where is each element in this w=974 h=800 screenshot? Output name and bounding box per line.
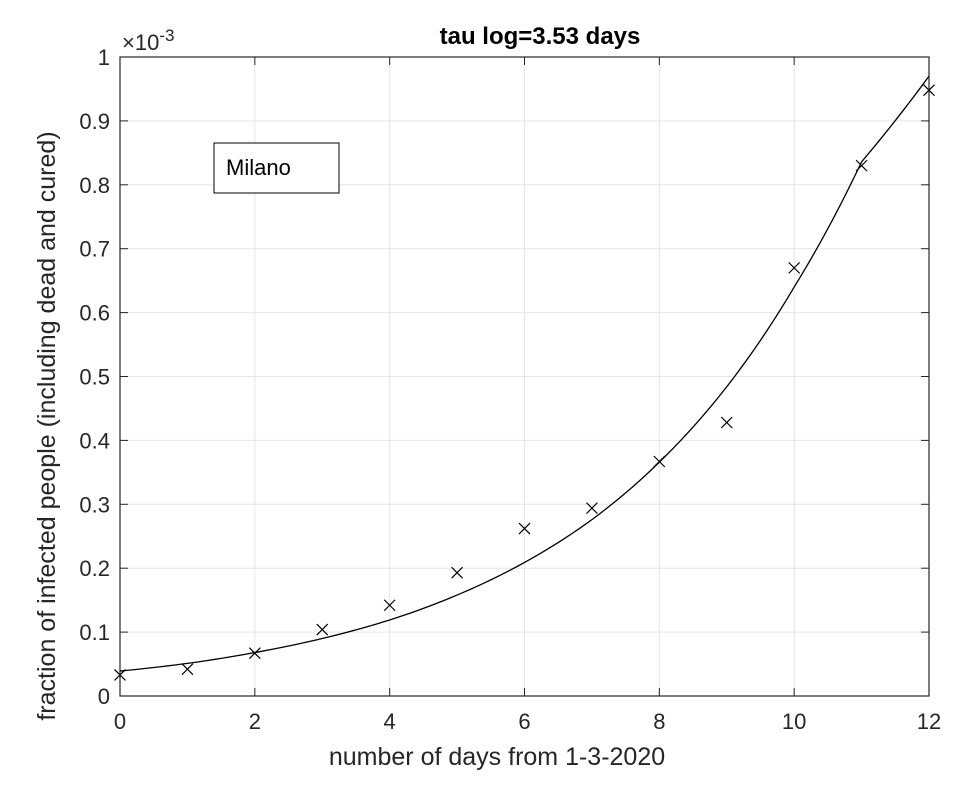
y-tick-label: 0.5 (79, 365, 110, 390)
y-tick-label: 0.1 (79, 620, 110, 645)
x-tick-label: 0 (114, 709, 126, 734)
y-axis-label: fraction of infected people (including d… (33, 131, 61, 720)
x-tick-label: 12 (917, 709, 941, 734)
legend-box (213, 142, 340, 194)
y-tick-label: 1 (98, 45, 110, 70)
data-point-marker (181, 663, 194, 676)
data-point-marker (585, 502, 598, 515)
data-point-marker (518, 522, 531, 535)
data-point-marker (720, 416, 733, 429)
y-tick-label: 0 (98, 684, 110, 709)
data-point-marker (383, 599, 396, 612)
data-point-marker (451, 566, 464, 579)
data-point-marker (316, 623, 329, 636)
legend: Milano (213, 142, 340, 194)
y-tick-label: 0.6 (79, 301, 110, 326)
data-point-marker (855, 159, 868, 172)
y-tick-label: 0.2 (79, 556, 110, 581)
x-tick-label: 2 (249, 709, 261, 734)
y-tick-label: 0.3 (79, 492, 110, 517)
marker-layer (114, 84, 935, 681)
y-tick-label: 0.7 (79, 237, 110, 262)
x-tick-label: 6 (518, 709, 530, 734)
data-point-marker (248, 647, 261, 660)
chart-title: tau log=3.53 days (440, 23, 641, 50)
y-tick-label: 0.9 (79, 109, 110, 134)
x-axis-label: number of days from 1-3-2020 (329, 743, 665, 771)
y-tick-label: 0.8 (79, 173, 110, 198)
y-exponent-label: ×10-3 (122, 26, 174, 55)
y-tick-label: 0.4 (79, 428, 110, 453)
data-point-marker (653, 455, 666, 468)
data-point-marker (788, 261, 801, 274)
tick-layer: 0 2 4 6 8 10 12 0 0.1 0.2 0.3 0.4 0.5 0.6 0.7 0.8 0.9 1 (79, 45, 941, 734)
x-tick-label: 8 (653, 709, 665, 734)
x-tick-label: 10 (782, 709, 806, 734)
x-tick-label: 4 (384, 709, 396, 734)
legend-entry-milano: Milano (226, 155, 291, 180)
